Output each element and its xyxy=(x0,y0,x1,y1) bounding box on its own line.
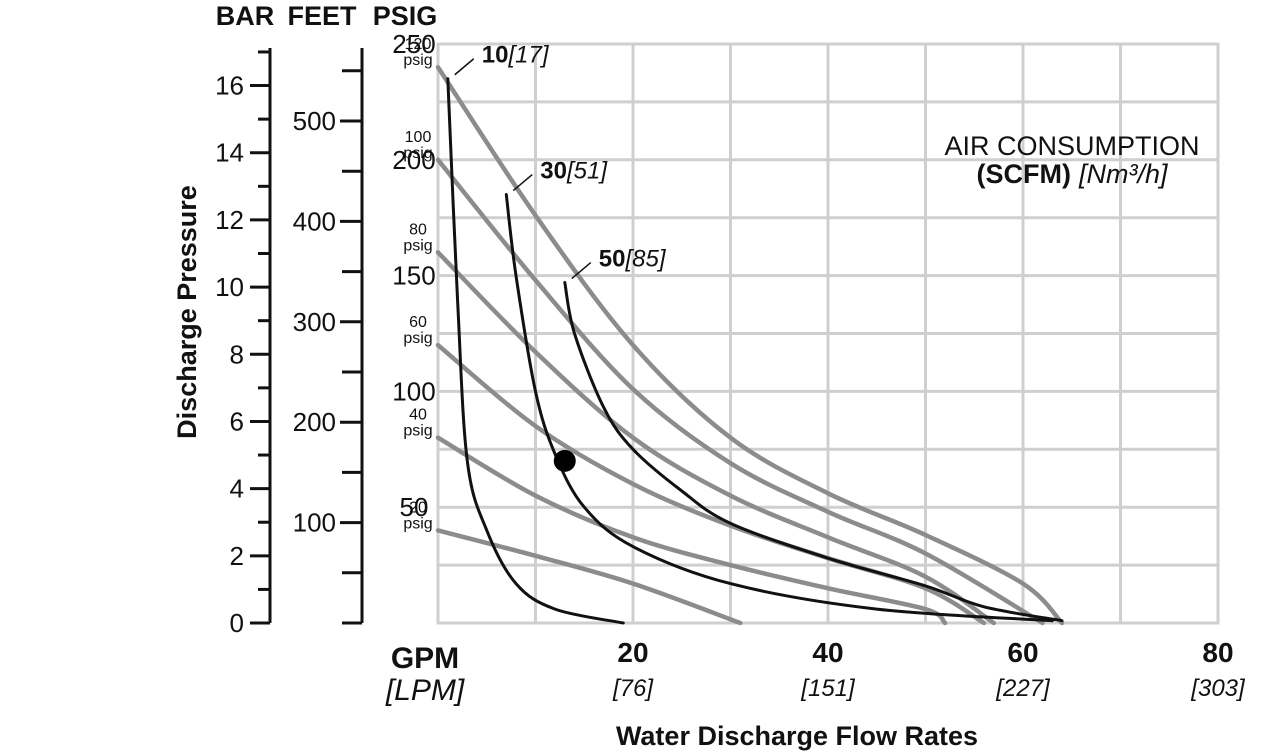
air-consumption-value: 30 xyxy=(540,158,567,185)
bar-tick-label: 6 xyxy=(230,406,244,436)
air-consumption-units: (SCFM) [Nm³/h] xyxy=(977,159,1169,189)
air-consumption-title: AIR CONSUMPTION xyxy=(944,131,1199,161)
bar-tick-label: 16 xyxy=(215,71,244,101)
air-pressure-label: 60 xyxy=(409,314,427,331)
x-axis: 20 [76] 40 [151] 60 [227] 80 [303] xyxy=(612,637,1246,702)
psig-tick-label: 150 xyxy=(392,261,435,291)
x-unit-secondary: [LPM] xyxy=(385,674,465,707)
air-consumption-curve xyxy=(563,281,1064,623)
operating-point-marker xyxy=(553,449,576,472)
air-pressure-curve xyxy=(435,250,997,626)
air-pressure-curve xyxy=(435,64,1065,626)
air-consumption-unit-nm3h: [Nm³/h] xyxy=(1078,159,1169,189)
x-tick-label: 20 xyxy=(617,637,648,668)
air-pressure-curve xyxy=(435,435,948,626)
x-tick-sublabel: [76] xyxy=(612,675,654,702)
air-pressure-curve xyxy=(435,528,743,626)
feet-tick-label: 100 xyxy=(293,508,336,538)
air-pressure-label-unit: psig xyxy=(403,423,432,440)
air-pressure-label-unit: psig xyxy=(403,145,432,162)
bar-tick-label: 2 xyxy=(230,541,244,571)
feet-tick-label: 200 xyxy=(293,407,336,437)
psig-tick-label: 100 xyxy=(392,376,435,406)
air-consumption-leader xyxy=(454,58,475,76)
feet-tick-label: 300 xyxy=(293,307,336,337)
air-pressure-label-unit: psig xyxy=(403,237,432,254)
air-consumption-curve xyxy=(446,77,625,625)
psig-axis-header: PSIG xyxy=(373,1,438,31)
air-pressure-label: 40 xyxy=(409,407,427,424)
air-consumption-curves: 10[17] 30[51] 50[85] xyxy=(446,42,1064,625)
psig-tick-label: 250 xyxy=(392,29,435,59)
x-tick-label: 80 xyxy=(1202,637,1233,668)
x-tick-sublabel: [303] xyxy=(1190,675,1246,702)
air-pressure-label-unit: psig xyxy=(403,515,432,532)
feet-axis-header: FEET xyxy=(287,1,357,31)
feet-tick-label: 400 xyxy=(293,206,336,236)
air-consumption-value-metric: [85] xyxy=(624,246,666,273)
x-tick-label: 40 xyxy=(812,637,843,668)
bar-tick-label: 10 xyxy=(215,272,244,302)
air-consumption-unit-scfm: (SCFM) xyxy=(977,159,1071,189)
air-consumption-label: 50[85] xyxy=(599,246,667,273)
air-consumption-label: 30[51] xyxy=(540,158,608,185)
air-consumption-label: 10[17] xyxy=(482,42,550,69)
air-pressure-curve xyxy=(435,157,1045,626)
bar-axis-header: BAR xyxy=(216,1,275,31)
air-consumption-value: 50 xyxy=(599,246,626,273)
air-pressure-label-unit: psig xyxy=(403,52,432,69)
bar-tick-label: 14 xyxy=(215,138,244,168)
bar-tick-label: 8 xyxy=(230,339,244,369)
bar-tick-label: 12 xyxy=(215,205,244,235)
y-axis-title: Discharge Pressure xyxy=(172,185,202,439)
x-tick-label: 60 xyxy=(1007,637,1038,668)
air-consumption-curve xyxy=(504,193,1054,623)
grid xyxy=(436,42,1220,625)
x-tick-sublabel: [151] xyxy=(800,675,856,702)
bar-tick-label: 0 xyxy=(230,608,244,638)
air-pressure-label: 20 xyxy=(409,499,427,516)
x-tick-sublabel: [227] xyxy=(995,675,1051,702)
x-unit-primary: GPM xyxy=(391,642,459,675)
air-consumption-value-metric: [17] xyxy=(507,42,549,69)
air-consumption-leader xyxy=(571,261,592,280)
x-axis-title: Water Discharge Flow Rates xyxy=(616,721,978,751)
air-consumption-leader xyxy=(512,173,533,192)
air-pressure-label: 100 xyxy=(405,129,432,146)
psig-tick-label: 200 xyxy=(392,145,435,175)
air-pressure-curve xyxy=(435,342,987,626)
air-consumption-value-metric: [51] xyxy=(566,158,608,185)
air-pressure-label: 80 xyxy=(409,221,427,238)
feet-tick-label: 500 xyxy=(293,106,336,136)
air-consumption-value: 10 xyxy=(482,42,509,69)
bar-tick-label: 4 xyxy=(230,474,244,504)
air-pressure-label-unit: psig xyxy=(403,330,432,347)
y-axes: 0246810121416BAR100200300400500FEET50100… xyxy=(215,1,437,638)
air-pressure-label: 120 xyxy=(405,36,432,53)
psig-tick-label: 50 xyxy=(400,492,429,522)
